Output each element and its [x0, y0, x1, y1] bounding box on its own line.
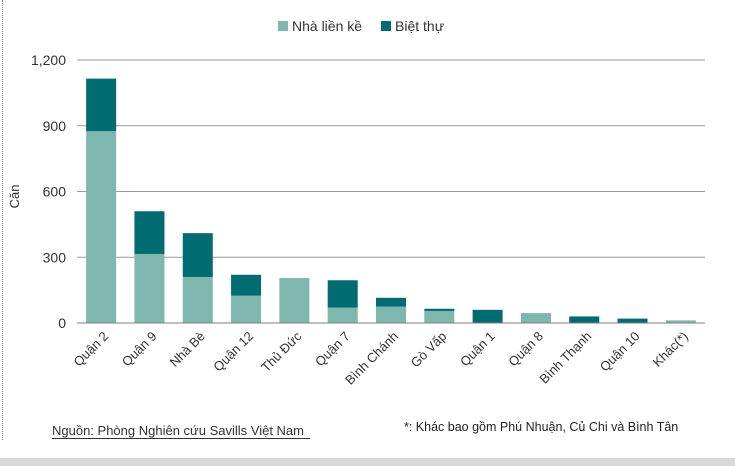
- bar-segment-biet-thu: [472, 309, 503, 323]
- y-axis-label: Căn: [7, 185, 22, 209]
- bar-segment-biet-thu: [376, 297, 406, 307]
- x-category-label: Thủ Đức: [258, 328, 305, 375]
- bar-segment-biet-thu: [617, 318, 648, 323]
- bar-segment-nha-lien-ke: [231, 295, 262, 323]
- bar-segment-nha-lien-ke: [520, 313, 551, 323]
- y-tick-label: 0: [58, 315, 66, 331]
- x-category-label: Nhà Bè: [167, 329, 208, 370]
- legend: Nhà liền kề Biệt thự: [278, 18, 444, 34]
- x-axis-categories: Quận 2 Quận 9 Nhà Bè Quận 12 Thủ Đức Quận 7 Bì…: [71, 328, 691, 388]
- bar-segment-biet-thu: [134, 211, 165, 254]
- legend-swatch: [278, 21, 288, 31]
- bar-segment-nha-lien-ke: [376, 306, 406, 323]
- x-category-label: Gò Vấp: [408, 329, 450, 371]
- y-axis-ticks: 0 300 600 900 1,200: [31, 52, 66, 331]
- bottom-band: [0, 458, 735, 466]
- frame-border: [2, 0, 3, 440]
- x-category-label: Quận 1: [457, 329, 498, 370]
- x-category-label: Quận 12: [210, 329, 256, 375]
- x-category-label: Quận 2: [71, 329, 112, 370]
- bar-segment-nha-lien-ke: [279, 278, 310, 323]
- x-category-label: Quận 7: [312, 329, 353, 370]
- legend-label: Biệt thự: [395, 18, 444, 34]
- legend-label: Nhà liền kề: [292, 18, 362, 34]
- y-tick-label: 1,200: [31, 52, 66, 68]
- footnote: *: Khác bao gồm Phú Nhuận, Củ Chi và Bìn…: [404, 420, 679, 434]
- bar-segment-nha-lien-ke: [182, 276, 213, 323]
- bar-segment-nha-lien-ke: [424, 310, 455, 323]
- bars: [86, 78, 696, 323]
- bar-segment-nha-lien-ke: [327, 307, 358, 323]
- x-category-label: Khác(*): [650, 329, 691, 370]
- bar-segment-nha-lien-ke: [86, 131, 117, 323]
- legend-swatch: [381, 21, 391, 31]
- bar-segment-biet-thu: [424, 308, 455, 311]
- bar-segment-biet-thu: [231, 274, 262, 296]
- bar-segment-nha-lien-ke: [134, 253, 165, 323]
- y-tick-label: 300: [43, 249, 67, 265]
- bar-segment-biet-thu: [327, 280, 358, 308]
- x-category-label: Quận 9: [119, 329, 160, 370]
- bar-segment-biet-thu: [86, 78, 117, 132]
- x-category-label: Bình Thạnh: [536, 329, 594, 387]
- y-tick-label: 900: [43, 118, 67, 134]
- bar-segment-biet-thu: [182, 233, 213, 277]
- x-category-label: Quận 8: [505, 329, 546, 370]
- x-category-label: Quận 10: [597, 329, 643, 375]
- bar-segment-biet-thu: [569, 316, 600, 323]
- gridlines: [77, 59, 705, 258]
- source-note: Nguồn: Phòng Nghiên cứu Savills Việt Nam: [52, 423, 310, 439]
- bar-segment-nha-lien-ke: [665, 320, 696, 323]
- y-tick-label: 600: [43, 184, 67, 200]
